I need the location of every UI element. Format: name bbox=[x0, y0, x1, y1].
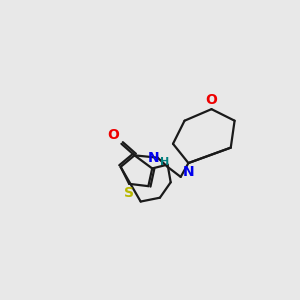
Text: H: H bbox=[160, 157, 169, 167]
Text: N: N bbox=[148, 151, 159, 165]
Text: O: O bbox=[206, 93, 218, 107]
Text: O: O bbox=[107, 128, 119, 142]
Text: S: S bbox=[124, 186, 134, 200]
Text: N: N bbox=[183, 165, 194, 179]
